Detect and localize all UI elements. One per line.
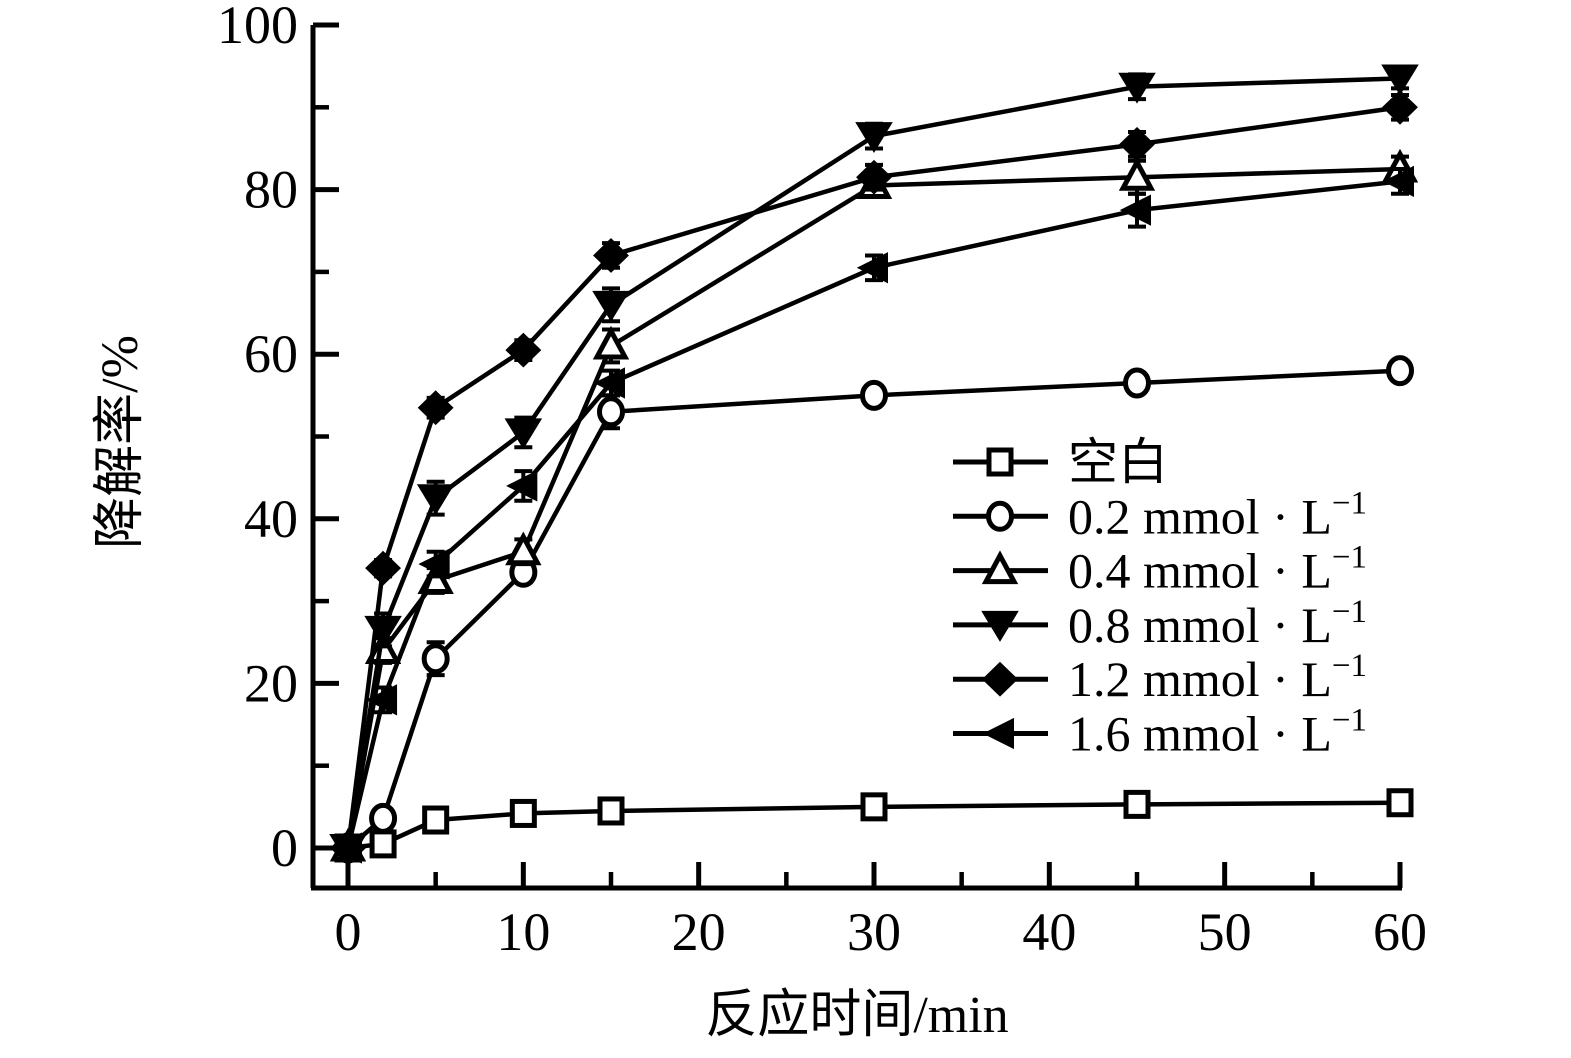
marker-diamond-filled xyxy=(1382,89,1418,125)
legend-label: 1.6 mmol · L−1 xyxy=(1068,703,1367,762)
series-square-open xyxy=(334,788,1414,863)
marker-circle-open xyxy=(369,802,398,834)
marker-diamond-filled xyxy=(856,159,892,195)
marker-circle-open xyxy=(1123,367,1151,399)
legend-item: 1.2 mmol · L−1 xyxy=(953,648,1367,707)
x-axis-label: 反应时间/min xyxy=(705,987,1008,1044)
marker-triangle-up-open xyxy=(1118,156,1156,191)
marker-triangle-left-filled xyxy=(506,470,538,502)
y-tick-label: 60 xyxy=(244,324,298,384)
marker-diamond-filled xyxy=(593,238,629,273)
series-line xyxy=(345,179,1401,849)
series-triangle-left-filled xyxy=(330,165,1414,864)
axes-layer: 0 20 40 60 80 100 0 10 20 30 40 50 60 xyxy=(217,0,1427,962)
marker-square-open xyxy=(509,798,537,828)
marker-circle-open xyxy=(1386,355,1414,387)
marker-diamond-filled xyxy=(1119,126,1155,162)
x-tick-label: 50 xyxy=(1198,902,1252,962)
marker-triangle-down-filled xyxy=(504,418,543,450)
y-tick-label: 40 xyxy=(244,489,298,549)
x-tick-label: 30 xyxy=(847,902,901,962)
marker-square-open xyxy=(986,447,1014,477)
legend-item: 0.4 mmol · L−1 xyxy=(953,540,1367,599)
marker-triangle-down-filled xyxy=(364,615,402,647)
legend-label: 0.4 mmol · L−1 xyxy=(1068,540,1367,599)
x-tick-label: 60 xyxy=(1373,902,1427,962)
marker-square-open xyxy=(1386,788,1414,818)
marker-circle-open xyxy=(860,379,888,411)
y-axis-label: 降解率/% xyxy=(92,335,149,549)
marker-diamond-filled xyxy=(982,661,1018,697)
legend-item: 1.6 mmol · L−1 xyxy=(953,703,1367,762)
y-tick-label: 100 xyxy=(217,0,298,55)
legend-item: 0.8 mmol · L−1 xyxy=(953,594,1367,653)
series-line xyxy=(345,76,1401,849)
marker-triangle-up-open xyxy=(592,325,630,360)
series-triangle-down-filled xyxy=(329,64,1419,865)
x-tick-label: 0 xyxy=(335,902,362,962)
series-line xyxy=(346,368,1401,850)
marker-triangle-up-open xyxy=(364,630,402,664)
marker-diamond-filled xyxy=(417,390,454,426)
marker-triangle-left-filled xyxy=(856,252,888,284)
x-tick-label: 20 xyxy=(672,902,726,962)
series-layer xyxy=(329,64,1419,866)
marker-diamond-filled xyxy=(505,332,542,368)
marker-triangle-down-filled xyxy=(416,484,455,516)
marker-square-open xyxy=(597,796,625,826)
marker-triangle-left-filled xyxy=(982,717,1014,750)
marker-circle-open xyxy=(986,500,1014,532)
legend: 空白0.2 mmol · L−10.4 mmol · L−10.8 mmol ·… xyxy=(953,434,1367,762)
legend-item: 0.2 mmol · L−1 xyxy=(953,485,1367,544)
y-tick-label: 0 xyxy=(271,818,298,878)
marker-triangle-down-filled xyxy=(592,290,630,322)
marker-triangle-down-filled xyxy=(855,122,893,154)
marker-triangle-left-filled xyxy=(365,684,398,716)
legend-label: 1.2 mmol · L−1 xyxy=(1068,648,1367,707)
marker-square-open xyxy=(422,805,450,835)
marker-triangle-left-filled xyxy=(1119,194,1151,226)
marker-triangle-up-open xyxy=(505,531,542,566)
marker-triangle-down-filled xyxy=(981,610,1019,642)
legend-label: 0.8 mmol · L−1 xyxy=(1068,594,1367,653)
marker-triangle-down-filled xyxy=(1118,72,1156,104)
y-tick-label: 20 xyxy=(244,653,298,713)
marker-triangle-left-filled xyxy=(1382,165,1414,197)
marker-triangle-down-filled xyxy=(1381,64,1419,96)
marker-circle-open xyxy=(421,643,450,675)
legend-item: 空白 xyxy=(953,434,1168,490)
marker-triangle-left-filled xyxy=(593,367,625,399)
legend-label: 空白 xyxy=(1068,434,1168,490)
x-tick-label: 10 xyxy=(496,902,550,962)
x-tick-label: 40 xyxy=(1022,902,1076,962)
y-tick-label: 80 xyxy=(244,160,298,220)
marker-triangle-up-open xyxy=(981,550,1019,585)
marker-square-open xyxy=(860,792,888,822)
marker-diamond-filled xyxy=(365,550,402,586)
marker-triangle-left-filled xyxy=(330,832,362,864)
marker-circle-open xyxy=(597,396,625,428)
marker-triangle-left-filled xyxy=(418,548,450,580)
series-line xyxy=(345,105,1401,849)
marker-square-open xyxy=(369,829,397,859)
marker-square-open xyxy=(1123,789,1151,819)
legend-label: 0.2 mmol · L−1 xyxy=(1068,485,1367,544)
